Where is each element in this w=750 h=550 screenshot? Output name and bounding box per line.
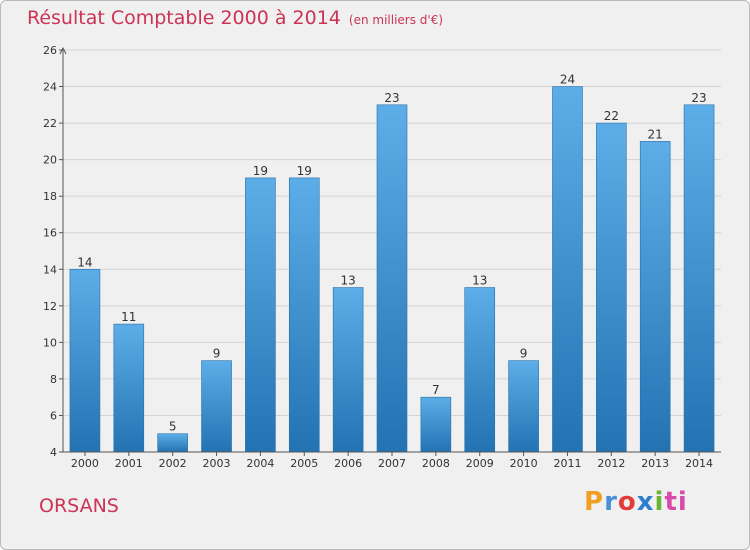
y-tick-label: 14: [43, 263, 57, 276]
x-tick-label: 2007: [378, 457, 406, 470]
chart-title-text: Résultat Comptable 2000 à 2014: [27, 7, 341, 29]
y-tick-label: 24: [43, 81, 57, 94]
chart-subtitle: (en milliers d'€): [348, 13, 444, 27]
chart-title: Résultat Comptable 2000 à 2014 (en millie…: [27, 7, 443, 29]
x-tick-label: 2002: [159, 457, 187, 470]
logo-letter: o: [617, 487, 637, 517]
bar: [245, 177, 276, 453]
bar: [639, 141, 671, 453]
data-label: 21: [648, 127, 663, 141]
x-tick-label: 2004: [246, 457, 274, 470]
data-label: 13: [472, 274, 487, 288]
bar: [552, 86, 583, 453]
x-tick-label: 2014: [685, 457, 713, 470]
data-label: 13: [340, 274, 355, 288]
y-tick-label: 16: [43, 227, 57, 240]
x-tick-label: 2009: [466, 457, 494, 470]
bar: [113, 323, 145, 453]
data-label: 5: [169, 420, 177, 434]
bar: [508, 360, 539, 453]
logo-letter: r: [604, 487, 618, 517]
x-tick-label: 2001: [115, 457, 143, 470]
proxiti-logo: Proxiti: [584, 487, 688, 517]
place-name: ORSANS: [39, 495, 119, 517]
data-label: 11: [121, 310, 136, 324]
x-tick-label: 2010: [510, 457, 538, 470]
bar: [288, 177, 320, 453]
data-label: 23: [691, 91, 706, 105]
y-tick-label: 22: [43, 117, 57, 130]
bar: [376, 104, 408, 453]
data-label: 22: [604, 109, 619, 123]
bar: [683, 104, 715, 453]
y-tick-label: 10: [43, 336, 57, 349]
data-label: 9: [213, 347, 221, 361]
x-tick-label: 2013: [641, 457, 669, 470]
y-tick-label: 26: [43, 44, 57, 57]
bar: [420, 396, 452, 453]
x-tick-label: 2008: [422, 457, 450, 470]
data-label: 23: [384, 91, 399, 105]
y-tick-label: 18: [43, 190, 57, 203]
y-tick-label: 4: [50, 446, 57, 459]
data-label: 9: [520, 347, 528, 361]
data-label: 7: [432, 383, 440, 397]
y-tick-label: 20: [43, 154, 57, 167]
data-label: 19: [297, 164, 312, 178]
data-label: 19: [253, 164, 268, 178]
x-tick-label: 2000: [71, 457, 99, 470]
logo-letter: i: [654, 487, 665, 517]
bar: [464, 287, 496, 453]
logo-letter: x: [636, 487, 655, 517]
logo-letter: P: [584, 487, 605, 517]
x-tick-label: 2012: [597, 457, 625, 470]
y-axis-arrow: [59, 46, 67, 55]
data-label: 14: [77, 255, 92, 269]
bar: [596, 122, 627, 453]
x-tick-label: 2005: [290, 457, 318, 470]
x-tick-label: 2006: [334, 457, 362, 470]
bar: [69, 268, 101, 453]
x-tick-label: 2003: [203, 457, 231, 470]
y-tick-label: 8: [50, 373, 57, 386]
y-tick-label: 12: [43, 300, 57, 313]
data-label: 24: [560, 73, 575, 87]
bar: [201, 360, 232, 453]
y-tick-label: 6: [50, 409, 57, 422]
bar: [332, 287, 364, 453]
x-tick-label: 2011: [553, 457, 581, 470]
bar: [157, 433, 188, 453]
logo-letter: ti: [664, 487, 688, 517]
